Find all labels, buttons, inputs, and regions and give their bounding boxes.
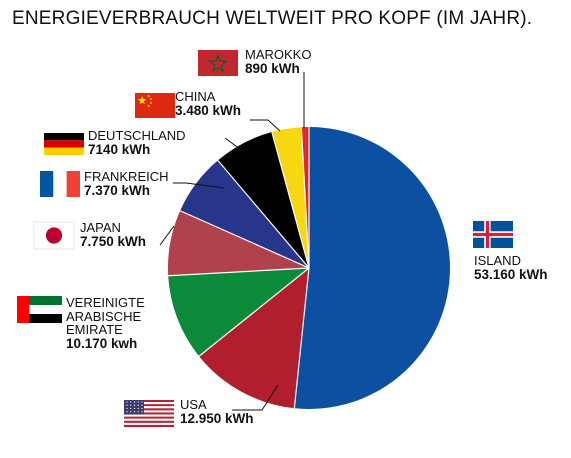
uae-flag-icon: [17, 296, 62, 323]
slice-separator: [168, 267, 310, 277]
france-flag-icon: [40, 171, 80, 197]
slice-separator: [198, 267, 310, 357]
leader-line: [232, 384, 279, 411]
pie-slice-japan: [167, 210, 309, 276]
china-flag-icon: [135, 93, 175, 118]
slice-value: 3.480 kWh: [175, 102, 242, 118]
slice-separator: [293, 267, 310, 409]
slice-separator: [300, 127, 310, 269]
pie-slice-frankreich: [180, 160, 309, 268]
pie-slice-island: [294, 127, 450, 409]
slice-name: JAPAN: [80, 220, 121, 235]
slice-separator: [217, 160, 310, 269]
pie-slice-deutschland: [217, 131, 309, 268]
slice-value: 12.950 kWh: [180, 410, 254, 426]
pie-slice-vereinigte-arabische-emirate: [168, 268, 309, 357]
chart-title: ENERGIEVERBRAUCH WELTWEIT PRO KOPF (IM J…: [12, 8, 533, 29]
slice-name: ARABISCHE: [66, 308, 142, 324]
slice-value: 7.370 kWh: [84, 182, 151, 198]
slice-label-china: CHINA 3.480 kWh: [175, 90, 241, 118]
slice-label-marokko: MAROKKO 890 kWh: [245, 48, 311, 76]
slice-name: CHINA: [175, 89, 216, 104]
leader-line: [250, 119, 281, 132]
japan-flag-icon: [33, 221, 75, 250]
slice-label-usa: USA 12.950 kWh: [180, 398, 254, 426]
iceland-flag-icon: [473, 221, 513, 248]
slice-value: 53.160 kWh: [474, 266, 548, 282]
leader-line: [224, 137, 245, 153]
slice-name: ISLAND: [474, 253, 521, 268]
pie-slice-usa: [199, 268, 309, 409]
slice-value: 7140 kWh: [88, 141, 151, 157]
slice-name: DEUTSCHLAND: [88, 128, 186, 143]
leader-line: [173, 182, 225, 189]
slice-label-vereinigte-arabische-emirate: VEREINIGTE ARABISCHE EMIRATE 10.170 kwh: [66, 296, 145, 351]
slice-value: 890 kWh: [245, 60, 300, 76]
usa-flag-icon: [124, 400, 174, 428]
germany-flag-icon: [44, 133, 84, 155]
slice-label-island: ISLAND 53.160 kWh: [474, 254, 548, 282]
slice-name: EMIRATE: [66, 322, 123, 338]
slice-name: VEREINIGTE: [66, 295, 145, 310]
leader-line: [159, 225, 175, 246]
slice-name: FRANKREICH: [84, 169, 169, 184]
slice-value: 10.170 kwh: [66, 335, 138, 351]
slice-name: USA: [180, 397, 207, 412]
slice-name: MAROKKO: [245, 47, 312, 62]
slice-label-japan: JAPAN 7.750 kWh: [80, 221, 146, 249]
slice-label-frankreich: FRANKREICH 7.370 kWh: [84, 170, 169, 198]
morocco-flag-icon: [198, 50, 238, 76]
slice-separator: [271, 131, 310, 269]
slice-value: 7.750 kWh: [80, 233, 147, 249]
slice-label-deutschland: DEUTSCHLAND 7140 kWh: [88, 129, 186, 157]
slice-separator: [179, 210, 310, 269]
